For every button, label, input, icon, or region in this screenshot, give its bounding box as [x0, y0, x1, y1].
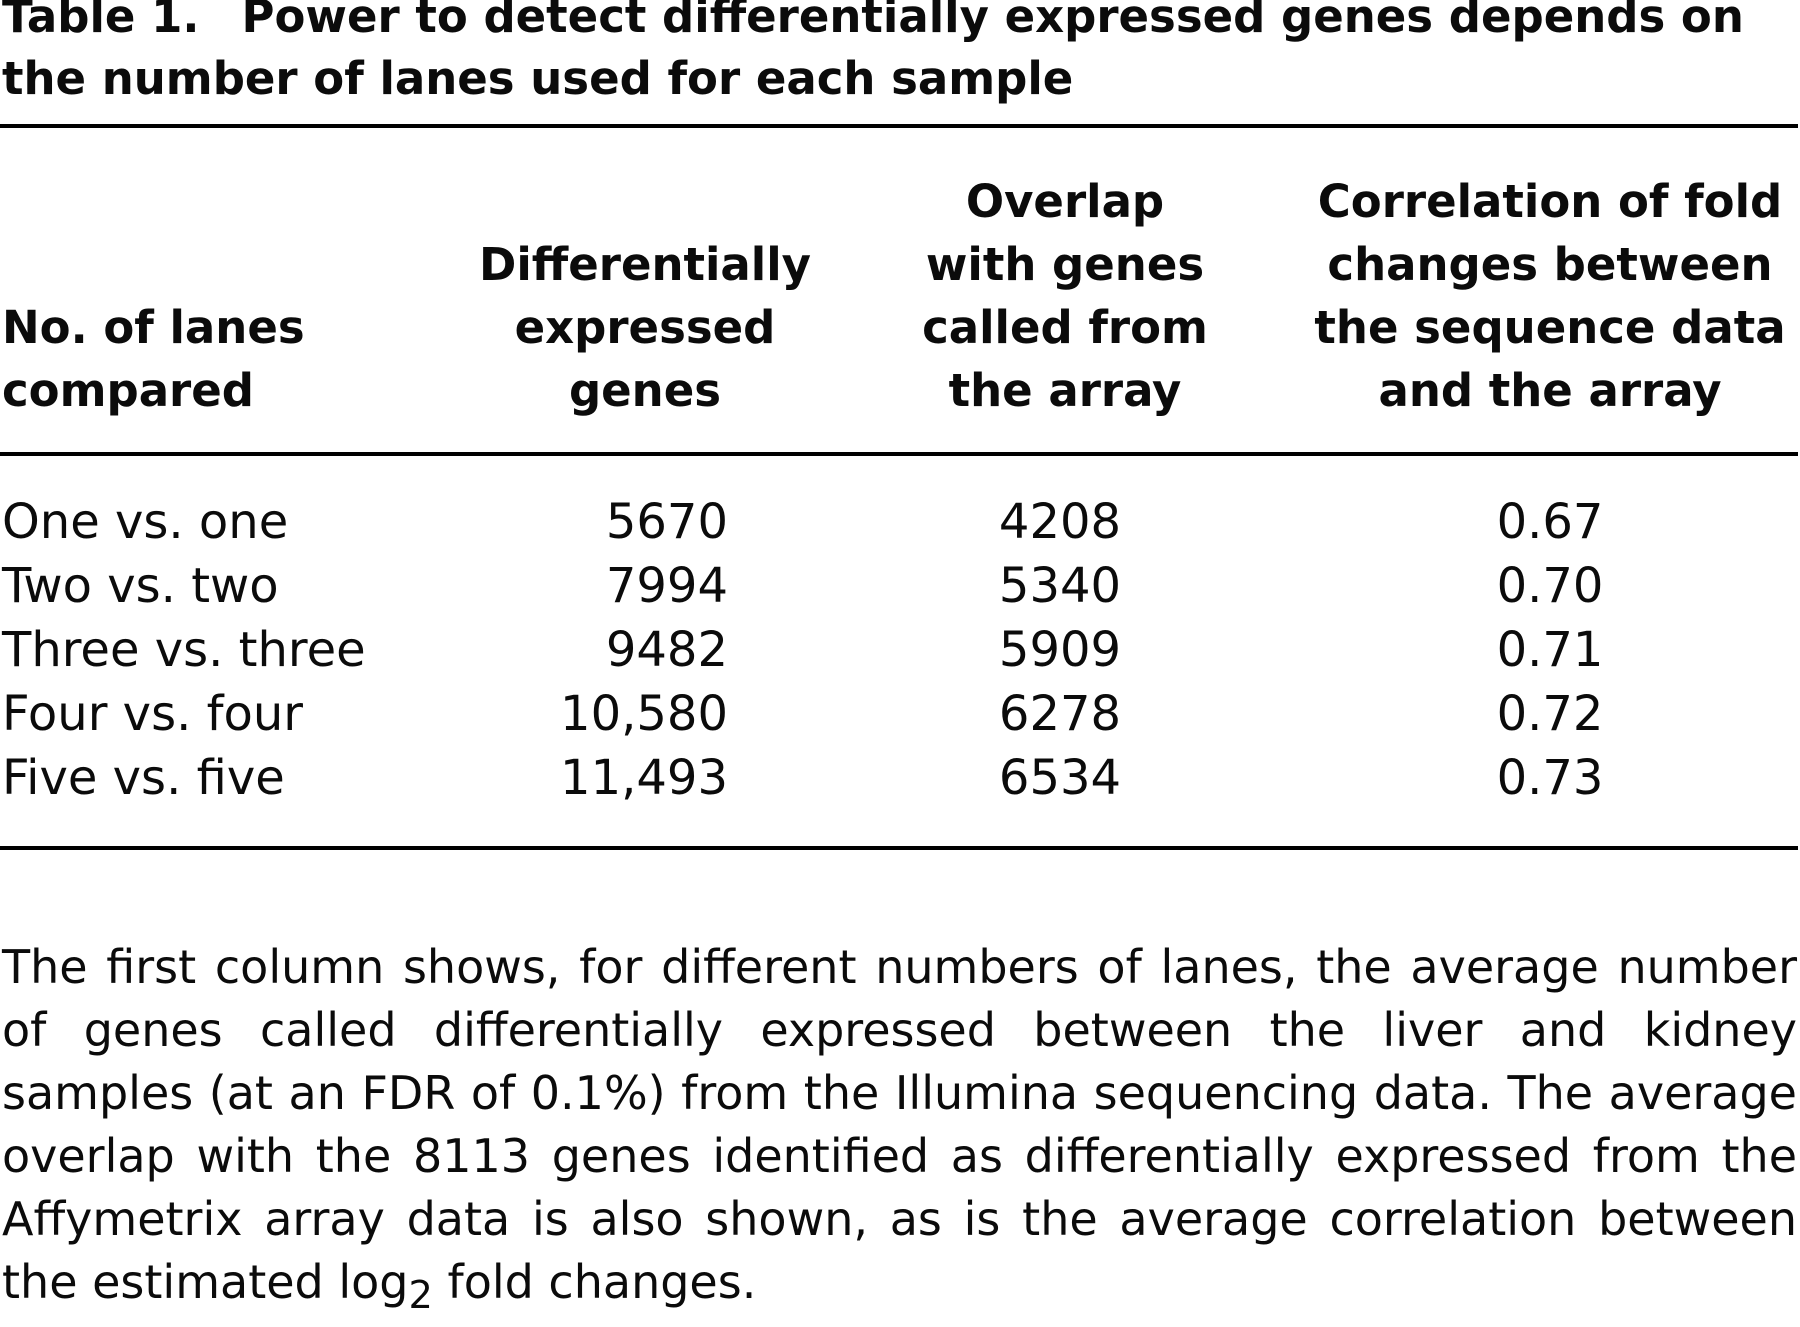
- table-row: Two vs. two 7994 5340 0.70: [0, 554, 1798, 618]
- cell-de-genes: 7994: [605, 558, 728, 614]
- cell-lanes: Four vs. four: [2, 686, 304, 742]
- header-lanes: No. of lanes compared: [2, 168, 422, 422]
- top-rule: [0, 124, 1798, 128]
- footnote-subscript: 2: [408, 1273, 433, 1319]
- header-line: genes: [568, 364, 722, 417]
- header-line: expressed: [514, 301, 776, 354]
- cell-de-genes: 9482: [605, 622, 728, 678]
- header-overlap: Overlap with genes called from the array: [880, 168, 1250, 422]
- table-title: Power to detect differentially expressed…: [2, 0, 1744, 105]
- table-row: Four vs. four 10,580 6278 0.72: [0, 682, 1798, 746]
- cell-correlation: 0.70: [1496, 558, 1604, 614]
- cell-correlation: 0.72: [1496, 686, 1604, 742]
- table-row: Five vs. five 11,493 6534 0.73: [0, 746, 1798, 810]
- header-line: compared: [2, 364, 254, 417]
- header-line: Correlation of fold: [1317, 175, 1783, 228]
- header-line: changes between: [1327, 238, 1773, 291]
- table-row: Three vs. three 9482 5909 0.71: [0, 618, 1798, 682]
- header-line: and the array: [1378, 364, 1722, 417]
- cell-overlap: 5909: [998, 622, 1122, 678]
- table-footnote: The first column shows, for different nu…: [2, 936, 1797, 1327]
- header-line: Overlap: [965, 175, 1165, 228]
- cell-de-genes: 5670: [605, 494, 728, 550]
- cell-overlap: 4208: [998, 494, 1122, 550]
- header-de-genes: Differentially expressed genes: [440, 168, 850, 422]
- cell-correlation: 0.67: [1496, 494, 1604, 550]
- header-line: called from: [922, 301, 1208, 354]
- cell-correlation: 0.73: [1496, 750, 1604, 806]
- cell-lanes: Five vs. five: [2, 750, 285, 806]
- table-label: Table 1.: [2, 0, 200, 43]
- table-row: One vs. one 5670 4208 0.67: [0, 490, 1798, 554]
- table-caption: Table 1. Power to detect differentially e…: [2, 0, 1782, 110]
- header-line: No. of lanes: [2, 301, 305, 354]
- header-line: the sequence data: [1314, 301, 1786, 354]
- header-rule: [0, 452, 1798, 456]
- cell-lanes: Two vs. two: [2, 558, 279, 614]
- header-line: the array: [948, 364, 1182, 417]
- cell-overlap: 6534: [998, 750, 1122, 806]
- footnote-text-end: fold changes.: [432, 1255, 757, 1309]
- table-body: One vs. one 5670 4208 0.67 Two vs. two 7…: [0, 490, 1798, 810]
- header-line: Differentially: [479, 238, 811, 291]
- bottom-rule: [0, 846, 1798, 850]
- cell-de-genes: 10,580: [560, 686, 728, 742]
- footnote-text: The first column shows, for different nu…: [2, 940, 1797, 1309]
- cell-de-genes: 11,493: [560, 750, 728, 806]
- header-correlation: Correlation of fold changes between the …: [1300, 168, 1800, 422]
- cell-lanes: Three vs. three: [2, 622, 366, 678]
- cell-overlap: 5340: [998, 558, 1122, 614]
- header-line: with genes: [925, 238, 1205, 291]
- cell-overlap: 6278: [998, 686, 1122, 742]
- cell-lanes: One vs. one: [2, 494, 289, 550]
- cell-correlation: 0.71: [1496, 622, 1604, 678]
